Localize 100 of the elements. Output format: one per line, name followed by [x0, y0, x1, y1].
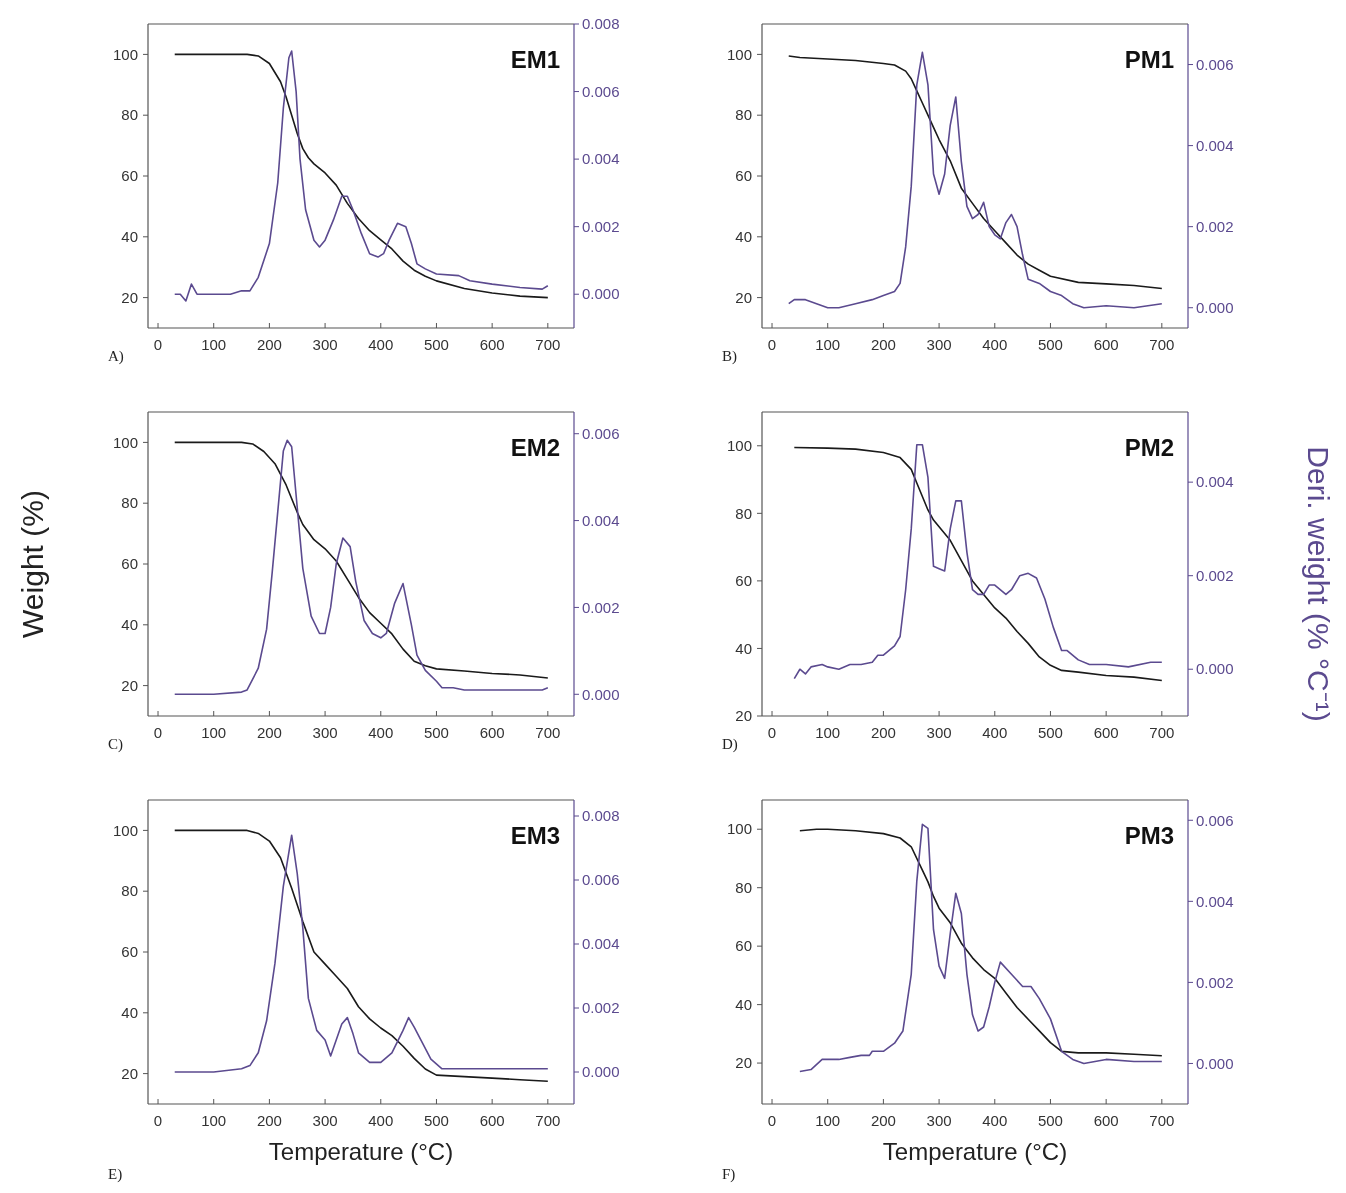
y-tick-label: 40 [121, 616, 138, 634]
y-tick-label: 40 [735, 995, 752, 1013]
y-tick-label: 20 [735, 707, 752, 725]
y2-tick-label: 0.002 [1196, 973, 1234, 991]
y-tick-label: 40 [121, 228, 138, 246]
text: E) [108, 1166, 123, 1183]
y-tick-label: 100 [112, 821, 138, 839]
text: F) [722, 1166, 736, 1183]
text: EM1 [510, 46, 560, 73]
y2-tick-label: 0.002 [1196, 566, 1234, 584]
x-tick-label: 300 [926, 1112, 952, 1129]
y2-tick-label: 0.008 [582, 15, 620, 33]
x-tick-label: 600 [479, 724, 505, 741]
text: C) [108, 736, 123, 753]
x-tick-label: 500 [1037, 336, 1063, 353]
x-tick-label: 0 [767, 336, 777, 353]
y2-tick-label: 0.004 [582, 935, 620, 953]
x-tick-label: 700 [1149, 336, 1175, 353]
y-tick-label: 20 [121, 288, 138, 306]
y-tick-label: 20 [121, 1064, 138, 1082]
x-tick-label: 500 [423, 336, 449, 353]
x-tick-label: 400 [368, 1112, 394, 1129]
text: PM2 [1124, 434, 1174, 461]
y2-tick-label: 0.004 [582, 150, 620, 168]
x-tick-label: 400 [982, 1112, 1008, 1129]
x-tick-label: 400 [368, 724, 394, 741]
y-tick-label: 80 [121, 882, 138, 900]
y-tick-label: 20 [735, 288, 752, 306]
x-tick-label: 100 [815, 724, 841, 741]
x-tick-label: 600 [1093, 724, 1119, 741]
x-tick-label: 200 [256, 1112, 282, 1129]
y2-tick-label: 0.006 [582, 424, 620, 442]
text: B) [722, 348, 737, 365]
x-tick-label: 600 [479, 336, 505, 353]
y-tick-label: 80 [121, 494, 138, 512]
y-tick-label: 60 [121, 943, 138, 961]
y2-tick-label: 0.004 [1196, 892, 1234, 910]
x-tick-label: 500 [1037, 724, 1063, 741]
x-tick-label: 300 [312, 724, 338, 741]
y2-tick-label: 0.000 [582, 685, 620, 703]
x-tick-label: 500 [423, 1112, 449, 1129]
x-tick-label: 600 [1093, 1112, 1119, 1129]
y-tick-label: 60 [121, 167, 138, 185]
y-tick-label: 80 [121, 106, 138, 124]
y-tick-label: 40 [735, 639, 752, 657]
x-tick-label: 400 [982, 336, 1008, 353]
x-tick-label: 100 [815, 1112, 841, 1129]
x-tick-label: 300 [312, 1112, 338, 1129]
y2-tick-label: 0.002 [582, 999, 620, 1017]
x-tick-label: 600 [479, 1112, 505, 1129]
y2-tick-label: 0.008 [582, 807, 620, 825]
y-axis-title: Weight (%) [16, 490, 49, 638]
y2-tick-label: 0.002 [1196, 217, 1234, 235]
y2-tick-label: 0.006 [1196, 811, 1234, 829]
x-tick-label: 700 [1149, 724, 1175, 741]
y2-tick-label: 0.004 [1196, 136, 1234, 154]
x-tick-label: 400 [368, 336, 394, 353]
y-tick-label: 80 [735, 878, 752, 896]
y2-tick-label: 0.002 [582, 217, 620, 235]
y-tick-label: 80 [735, 504, 752, 522]
y2-axis-title: Deri. weight (% °C⁻¹) [1302, 446, 1335, 722]
x-tick-label: 0 [153, 1112, 163, 1129]
x-tick-label: 400 [982, 724, 1008, 741]
x-tick-label: 200 [870, 724, 896, 741]
x-tick-label: 200 [256, 724, 282, 741]
x-axis-title: Temperature (°C) [268, 1138, 454, 1165]
y-tick-label: 100 [726, 437, 752, 455]
y-tick-label: 60 [735, 937, 752, 955]
y-tick-label: 100 [112, 45, 138, 63]
x-tick-label: 300 [926, 336, 952, 353]
x-tick-label: 100 [815, 336, 841, 353]
x-tick-label: 200 [870, 1112, 896, 1129]
x-tick-label: 0 [767, 724, 777, 741]
x-tick-label: 600 [1093, 336, 1119, 353]
y-tick-label: 100 [112, 433, 138, 451]
x-tick-label: 700 [535, 724, 561, 741]
text: EM3 [510, 822, 560, 849]
y2-tick-label: 0.006 [582, 871, 620, 889]
y2-tick-label: 0.000 [1196, 1054, 1234, 1072]
y-tick-label: 20 [121, 676, 138, 694]
y-tick-label: 60 [735, 572, 752, 590]
x-axis-title: Temperature (°C) [882, 1138, 1068, 1165]
y-tick-label: 80 [735, 106, 752, 124]
y-tick-label: 60 [735, 167, 752, 185]
text: D) [722, 736, 738, 753]
y-tick-label: 100 [726, 820, 752, 838]
x-tick-label: 100 [201, 336, 227, 353]
y-tick-label: 40 [121, 1004, 138, 1022]
x-tick-label: 0 [153, 724, 163, 741]
text: A) [108, 348, 124, 365]
y2-tick-label: 0.004 [582, 511, 620, 529]
x-tick-label: 200 [256, 336, 282, 353]
text: EM2 [510, 434, 560, 461]
y2-tick-label: 0.000 [582, 285, 620, 303]
y-tick-label: 60 [121, 555, 138, 573]
x-tick-label: 100 [201, 724, 227, 741]
x-tick-label: 0 [153, 336, 163, 353]
x-tick-label: 700 [1149, 1112, 1175, 1129]
x-tick-label: 500 [1037, 1112, 1063, 1129]
text: PM3 [1124, 822, 1174, 849]
